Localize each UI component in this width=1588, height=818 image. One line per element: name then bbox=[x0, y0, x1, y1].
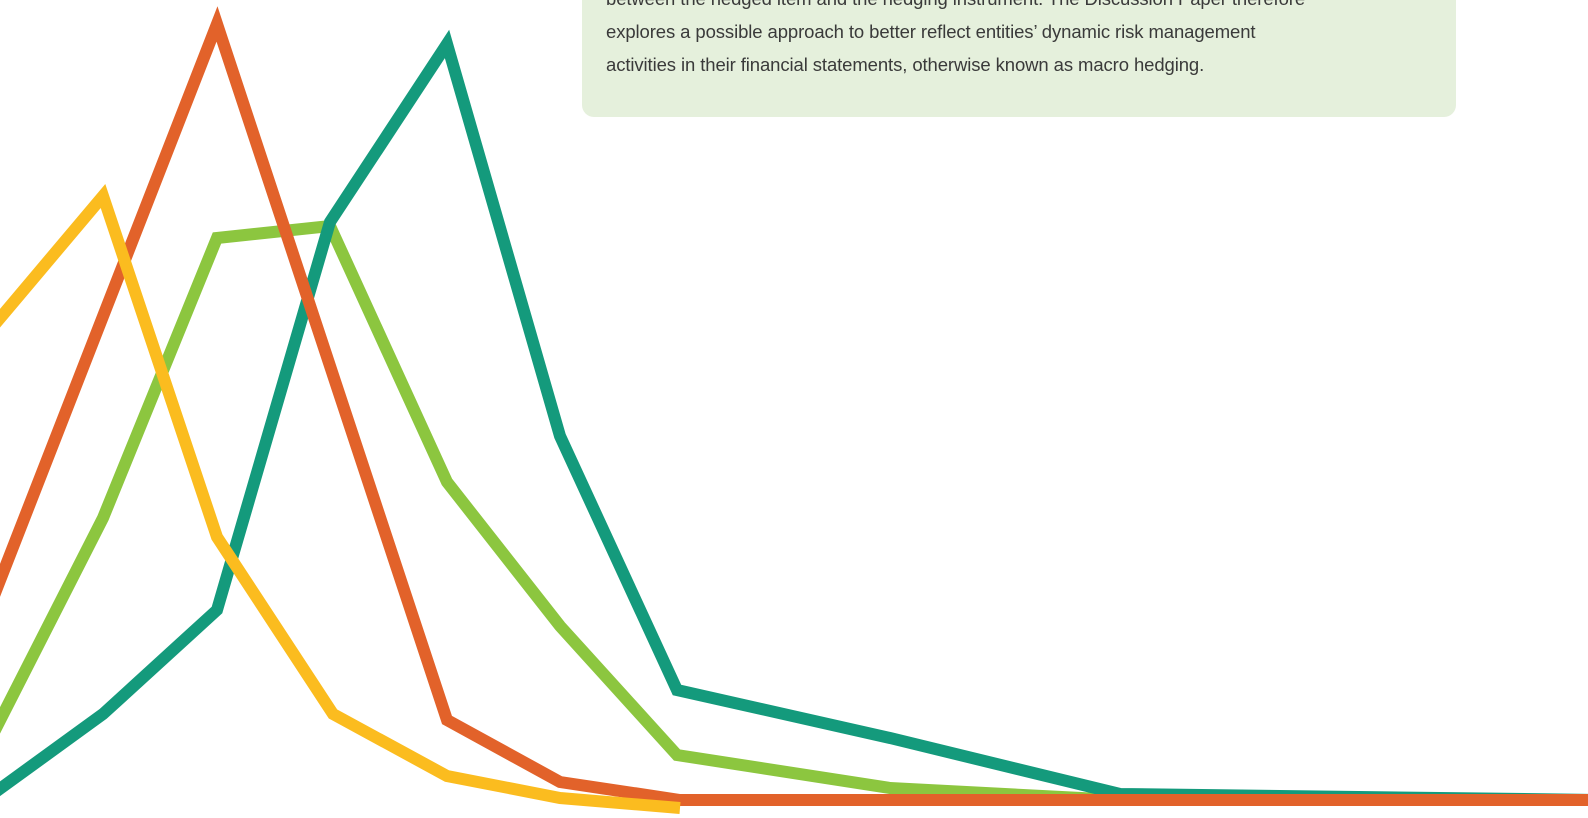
text-line: activities in their financial statements… bbox=[606, 54, 1205, 75]
yellow-line bbox=[0, 183, 681, 814]
text-box: between the hedged item and the hedging … bbox=[582, 0, 1456, 117]
teal-line bbox=[0, 29, 1588, 806]
text-line: explores a possible approach to better r… bbox=[606, 21, 1256, 42]
text-line: between the hedged item and the hedging … bbox=[606, 0, 1305, 10]
orange-line bbox=[0, 6, 1588, 806]
